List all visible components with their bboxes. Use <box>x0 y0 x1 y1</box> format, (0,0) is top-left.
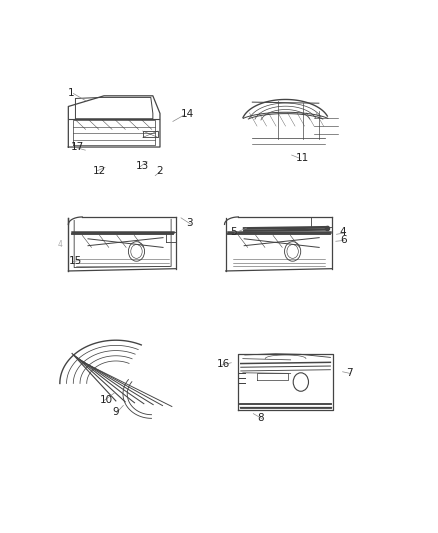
Text: 9: 9 <box>113 407 119 417</box>
Text: 4: 4 <box>340 227 346 237</box>
Text: 13: 13 <box>135 161 149 171</box>
Text: 5: 5 <box>230 227 237 237</box>
Text: 8: 8 <box>258 413 265 423</box>
Text: 1: 1 <box>67 88 74 98</box>
Text: 16: 16 <box>217 359 230 369</box>
Text: 10: 10 <box>99 394 113 405</box>
Text: 14: 14 <box>180 109 194 119</box>
Text: 17: 17 <box>71 142 84 152</box>
Text: 12: 12 <box>93 166 106 176</box>
Text: 4: 4 <box>57 240 62 249</box>
Text: 11: 11 <box>296 152 309 163</box>
Text: 3: 3 <box>187 218 193 228</box>
Text: 15: 15 <box>68 256 81 266</box>
Text: 6: 6 <box>340 235 346 245</box>
Text: 7: 7 <box>346 368 353 377</box>
Text: 2: 2 <box>156 166 162 176</box>
